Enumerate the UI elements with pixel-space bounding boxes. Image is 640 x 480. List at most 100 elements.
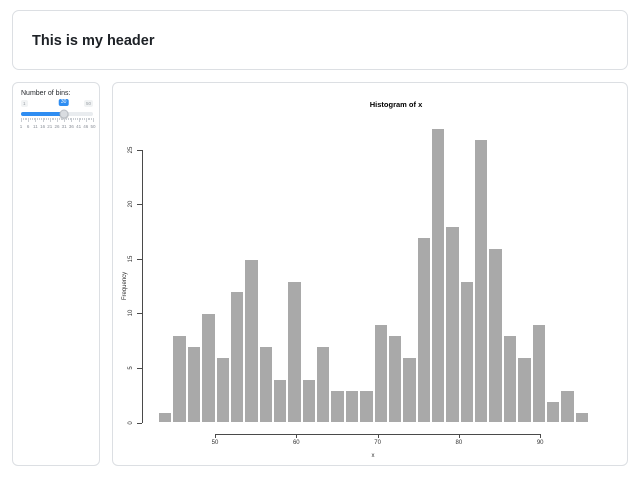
main-card: Histogram of x Frequency x 0 5 10 15 20 25 50 6…: [112, 82, 628, 466]
histogram-bar: [502, 335, 518, 423]
slider-grid-tick: [26, 118, 28, 120]
slider-grid-tick: [82, 118, 84, 120]
slider-grid-tick: [80, 118, 82, 120]
histogram-bar: [402, 356, 417, 423]
x-tick-label: 70: [374, 440, 381, 446]
histogram-bar: [330, 389, 345, 423]
y-tick-label: 5: [128, 366, 134, 370]
slider-min-label: 1: [21, 100, 28, 107]
slider-grid-tick: [75, 118, 76, 120]
y-tick: [137, 258, 142, 260]
slider-max-label: 50: [83, 100, 93, 107]
sidebar-card: Number of bins: 1 50 30 1 6 11 16 21 26 31 36 41…: [12, 82, 100, 466]
histogram-bar: [474, 138, 489, 423]
slider-grid-tick: [55, 118, 57, 120]
slider-grid-tick: [30, 118, 31, 120]
histogram-bar: [272, 378, 288, 423]
slider-grid-tick: [62, 118, 64, 120]
slider-grid-tick: [24, 118, 26, 120]
slider-grid-label: 31: [61, 124, 67, 129]
slider-grid-tick: [49, 118, 51, 122]
slider-grid-label: 46: [83, 124, 89, 129]
y-tick: [137, 422, 142, 424]
slider-grid-tick: [67, 118, 69, 120]
histogram-bar: [215, 356, 230, 423]
histogram-bar: [229, 291, 245, 423]
y-axis-line: [142, 149, 143, 423]
bins-label: Number of bins:: [21, 90, 71, 97]
slider-grid-label: 11: [33, 124, 38, 129]
slider-grid-tick: [57, 118, 58, 122]
histogram-bar: [316, 346, 331, 423]
y-tick-label: 10: [128, 309, 134, 317]
slider-grid-tick: [93, 118, 94, 122]
histogram-bar: [430, 127, 446, 423]
slider-grid-tick: [48, 118, 49, 120]
slider-grid-tick: [73, 118, 75, 120]
x-tick-label: 60: [292, 440, 300, 446]
slider-grid-tick: [21, 118, 22, 122]
histogram-bar: [445, 225, 460, 423]
histogram-bar: [560, 389, 575, 423]
histogram-bar: [574, 411, 589, 423]
slider-grid-tick: [91, 118, 93, 120]
x-tick-label: 80: [455, 440, 463, 446]
slider-grid-tick: [35, 118, 37, 122]
y-tick-label: 0: [128, 420, 134, 425]
histogram-bar: [244, 258, 259, 423]
y-tick: [137, 149, 142, 151]
slider-grid-label: 16: [40, 124, 46, 129]
y-tick-label: 15: [128, 255, 134, 263]
page-title: This is my header: [32, 33, 155, 49]
x-tick: [540, 434, 542, 438]
slider-handle[interactable]: [59, 109, 69, 119]
slider-grid-tick: [85, 118, 87, 122]
slider-grid-label: 6: [26, 124, 30, 129]
bins-slider[interactable]: 1 50 30 1 6 11 16 21 26 31 36 41 46 50: [13, 83, 101, 133]
histogram-bar: [488, 247, 503, 423]
x-tick: [377, 434, 379, 438]
y-tick: [137, 313, 142, 315]
histogram-bar: [301, 378, 317, 423]
slider-grid: [21, 118, 94, 123]
slider-grid-tick: [69, 118, 71, 120]
y-tick-label: 20: [128, 200, 134, 208]
slider-grid-tick: [78, 118, 80, 122]
histogram-bar: [531, 324, 546, 423]
histogram-bar: [459, 280, 475, 423]
histogram-bar: [287, 280, 302, 423]
slider-grid-tick: [46, 118, 48, 120]
slider-grid-label: 21: [47, 124, 53, 129]
histogram-bar: [201, 313, 216, 423]
slider-track[interactable]: [21, 112, 93, 116]
histogram-bar: [359, 389, 374, 423]
histogram-bar: [186, 346, 202, 423]
slider-grid-tick: [51, 118, 53, 120]
header-card: This is my header: [12, 10, 628, 70]
y-axis-label: Frequency: [122, 271, 128, 301]
histogram-bar: [416, 236, 431, 423]
x-tick: [215, 434, 216, 438]
slider-grid-tick: [22, 118, 24, 120]
slider-grid-tick: [58, 118, 60, 120]
slider-grid-label: 41: [76, 124, 82, 129]
slider-grid-tick: [60, 118, 62, 120]
histogram-bar: [517, 356, 532, 423]
slider-value-bubble[interactable]: 30: [58, 99, 69, 106]
histogram-bar: [387, 335, 403, 423]
histogram-plot: Histogram of x Frequency x 0 5 10 15 20 25 50 6…: [113, 83, 629, 467]
histogram-bar: [172, 335, 187, 423]
slider-grid-tick: [37, 118, 39, 120]
x-tick: [296, 434, 298, 438]
slider-grid-tick: [28, 118, 30, 122]
slider-grid-tick: [44, 118, 46, 120]
x-tick: [458, 434, 460, 438]
slider-grid-label: 26: [54, 124, 60, 129]
histogram-bar: [258, 346, 273, 423]
plot-title: Histogram of x: [369, 100, 423, 109]
slider-grid-tick: [66, 118, 67, 120]
slider-grid-label: 50: [90, 124, 96, 129]
slider-grid-tick: [33, 118, 35, 120]
slider-grid-tick: [53, 118, 55, 120]
slider-grid-tick: [76, 118, 78, 120]
